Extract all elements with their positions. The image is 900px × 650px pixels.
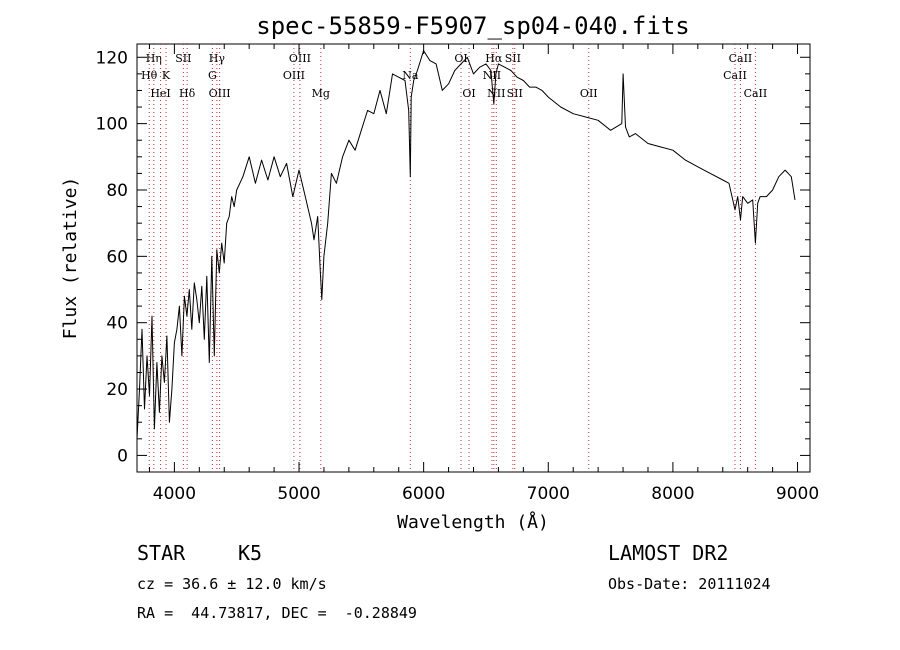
- y-tick-label-3: 60: [106, 247, 128, 267]
- line-marker-label-23: CaII: [744, 87, 768, 100]
- survey-label: LAMOST DR2: [608, 541, 729, 565]
- line-marker-label-22: CaII: [723, 69, 747, 82]
- x-tick-label-5: 9000: [776, 484, 819, 504]
- line-marker-label-6: Hγ: [209, 52, 226, 65]
- y-tick-label-0: 0: [117, 446, 128, 466]
- x-tick-label-1: 5000: [277, 484, 320, 504]
- chart-title: spec-55859-F5907_sp04-040.fits: [256, 12, 689, 40]
- y-tick-label-6: 120: [96, 48, 128, 68]
- line-marker-label-11: Mg: [312, 87, 330, 100]
- x-tick-label-4: 8000: [651, 484, 694, 504]
- y-axis-label: Flux (relative): [60, 177, 81, 340]
- y-tick-label-4: 80: [106, 181, 128, 201]
- axis-tick-labels: 4000 5000 6000 7000 8000 9000 0 20 40 60 80 100 120: [96, 48, 820, 504]
- observation-date: Obs-Date: 20111024: [608, 575, 771, 593]
- x-axis-label: Wavelength (Å): [397, 511, 549, 533]
- line-marker-label-18: NII: [487, 87, 505, 100]
- line-marker-label-19: SII: [507, 87, 523, 100]
- line-marker-label-10: OIII: [283, 69, 305, 82]
- line-marker-label-1: Hθ: [141, 69, 158, 82]
- line-marker-label-15: Hα: [485, 52, 503, 65]
- axis-ticks: [137, 44, 810, 472]
- line-marker-label-7: G: [208, 69, 217, 82]
- y-tick-label-5: 100: [96, 115, 128, 135]
- plot-frame: [136, 43, 811, 473]
- x-tick-label-2: 6000: [402, 484, 445, 504]
- x-tick-label-0: 4000: [153, 484, 196, 504]
- spectrum-line: [136, 50, 796, 439]
- sky-coordinates: RA = 44.73817, DEC = -0.28849: [137, 604, 417, 622]
- object-class: STAR: [137, 541, 186, 565]
- line-marker-label-21: CaII: [729, 52, 753, 65]
- y-tick-label-1: 20: [106, 380, 128, 400]
- line-marker-label-13: OI: [454, 52, 467, 65]
- x-tick-label-3: 7000: [527, 484, 570, 504]
- line-marker-label-8: OIII: [209, 87, 231, 100]
- line-marker-label-14: OI: [462, 87, 475, 100]
- line-marker-label-20: OII: [580, 87, 598, 100]
- line-marker-label-5: Hδ: [179, 87, 196, 100]
- line-marker-label-4: SII: [175, 52, 191, 65]
- radial-velocity: cz = 36.6 ± 12.0 km/s: [137, 575, 327, 593]
- line-marker-label-9: OIII: [289, 52, 311, 65]
- y-tick-label-2: 40: [106, 314, 128, 334]
- line-marker-label-16: SII: [505, 52, 521, 65]
- object-subclass: K5: [238, 541, 263, 565]
- line-marker-label-3: HeI: [150, 87, 170, 100]
- line-marker-label-2: K: [162, 69, 171, 82]
- line-marker-label-0: Hη: [146, 52, 162, 65]
